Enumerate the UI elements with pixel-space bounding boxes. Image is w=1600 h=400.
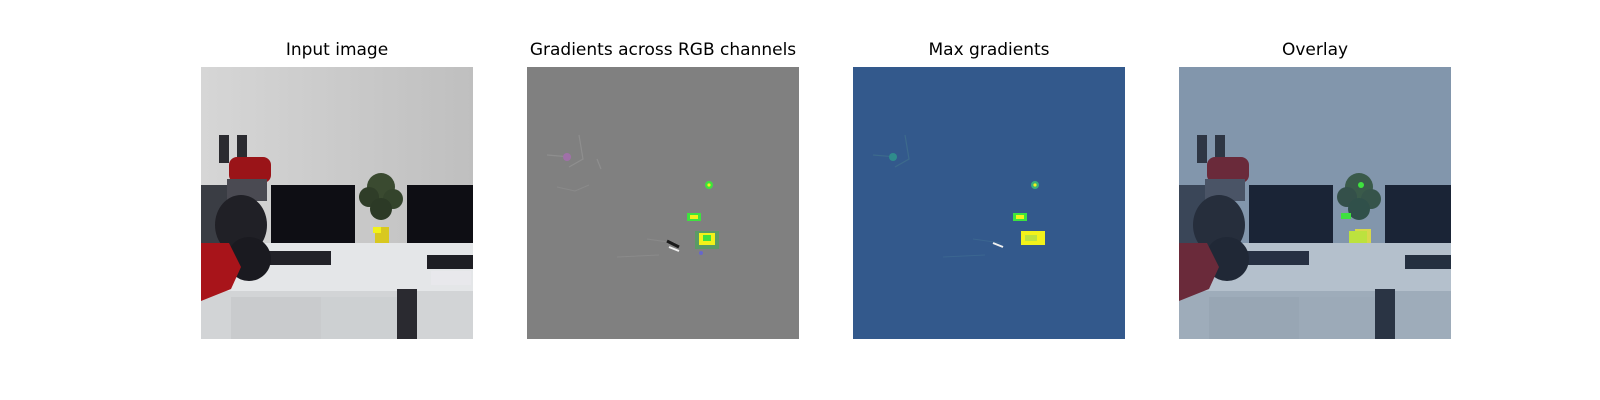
panel-title: Input image (285, 40, 389, 60)
max-gradients-image (853, 67, 1125, 339)
panel-title: Max gradients (928, 40, 1050, 60)
panel-rgb-gradients: Gradients across RGB channels (527, 0, 799, 340)
panel-overlay: Overlay (1179, 0, 1451, 340)
panel-input-image: Input image (201, 0, 473, 340)
panel-title: Gradients across RGB channels (529, 40, 797, 60)
panel-title: Overlay (1281, 40, 1349, 60)
panel-max-gradients: Max gradients (853, 0, 1125, 340)
input-image (201, 67, 473, 339)
rgb-gradients-image (527, 67, 799, 339)
overlay-image (1179, 67, 1451, 339)
